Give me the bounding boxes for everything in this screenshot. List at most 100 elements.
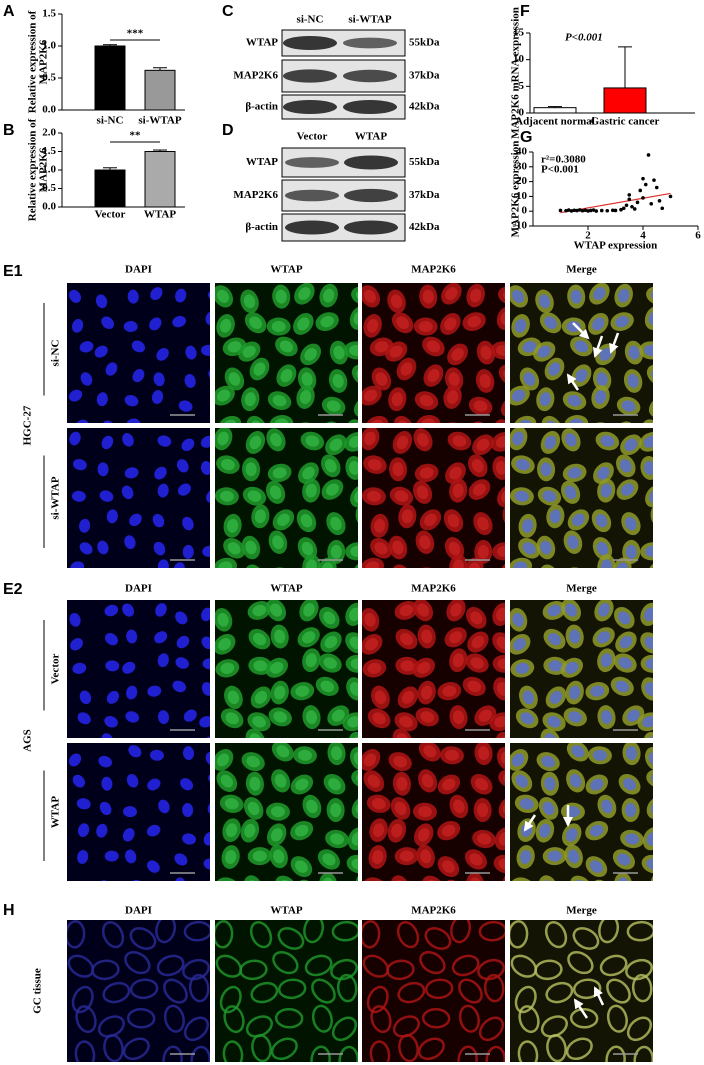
nucleus (121, 485, 134, 500)
cell (351, 769, 358, 788)
nucleus (513, 561, 528, 568)
gland (565, 1037, 593, 1061)
gland (103, 1033, 124, 1062)
nucleus (272, 535, 284, 550)
scatter-point (586, 209, 590, 213)
cell (246, 415, 267, 423)
nucleus (226, 823, 238, 838)
nucleus (181, 438, 195, 451)
nucleus (467, 315, 481, 328)
nucleus (301, 541, 314, 556)
nucleus (323, 288, 335, 303)
significance-label: ** (130, 130, 142, 142)
nucleus (625, 516, 637, 531)
nucleus (597, 631, 611, 644)
nucleus (649, 489, 653, 503)
gland (517, 1040, 539, 1062)
y-tick-label: 2.0 (42, 127, 56, 139)
nucleus (477, 833, 491, 845)
nucleus (147, 685, 162, 697)
nucleus (104, 604, 119, 617)
cell (319, 872, 338, 881)
gland (540, 1015, 568, 1038)
nucleus (104, 716, 118, 728)
cell (644, 746, 653, 771)
nucleus (537, 345, 551, 358)
gland (569, 1008, 599, 1029)
nucleus (323, 611, 336, 625)
scatter-point (654, 185, 659, 190)
channel-label: DAPI (125, 905, 152, 917)
nucleus (593, 883, 607, 899)
blot-band (343, 37, 397, 49)
nucleus (125, 711, 140, 723)
gland (274, 1008, 304, 1029)
nucleus (203, 858, 210, 870)
bar (144, 69, 176, 111)
nucleus (305, 559, 317, 568)
nucleus (568, 711, 583, 723)
channel-label: DAPI (125, 264, 152, 276)
nucleus (70, 561, 85, 568)
y-axis-label: Relative expression of (27, 118, 39, 221)
scatter-point (621, 206, 626, 211)
nucleus (150, 287, 163, 301)
nucleus (597, 466, 610, 480)
nucleus (450, 603, 462, 617)
nucleus (644, 636, 653, 650)
nucleus (252, 716, 266, 728)
nucleus (522, 518, 534, 533)
protein-label: MAP2K6 (233, 189, 278, 201)
gland (362, 920, 381, 949)
nucleus (122, 603, 135, 617)
cell (352, 562, 358, 568)
x-axis-label: WTAP expression (574, 240, 658, 252)
y-tick-label: 0.5 (42, 182, 56, 194)
gland (370, 1005, 392, 1034)
nucleus (424, 513, 437, 527)
channel-label: WTAP (270, 905, 302, 917)
nucleus (353, 311, 358, 326)
nucleus (393, 567, 409, 584)
nucleus (125, 849, 137, 864)
nucleus (349, 636, 358, 650)
nucleus (348, 460, 358, 475)
nucleus (227, 690, 240, 705)
nucleus (399, 604, 414, 617)
cell (644, 306, 653, 330)
nucleus (199, 716, 210, 728)
y-tick-label: 0.0 (42, 104, 56, 116)
nucleus (503, 566, 505, 568)
cell (351, 286, 358, 305)
nucleus (624, 438, 638, 451)
cell (443, 879, 462, 881)
nucleus (364, 612, 376, 627)
nucleus (330, 516, 342, 531)
nucleus (182, 544, 194, 559)
x-tick-label: si-WTAP (138, 115, 181, 127)
nucleus (304, 347, 317, 361)
nucleus (149, 317, 162, 331)
bar (94, 45, 126, 111)
nucleus (643, 460, 653, 475)
nucleus (245, 540, 257, 555)
cell (275, 875, 297, 881)
gland (457, 1045, 478, 1062)
x-tick-label: Adjacent normal (515, 116, 595, 128)
nucleus (513, 638, 526, 651)
scatter-point (668, 194, 673, 199)
nucleus (544, 733, 557, 738)
nucleus (246, 567, 262, 584)
nucleus (325, 483, 339, 496)
nucleus (565, 433, 577, 447)
nucleus (496, 607, 505, 622)
nucleus (76, 798, 91, 810)
scatter-point (632, 207, 637, 211)
nucleus (618, 288, 630, 303)
nucleus (515, 774, 529, 788)
nucleus (322, 853, 336, 866)
channel-label: Merge (566, 905, 597, 917)
nucleus (218, 561, 233, 568)
nucleus (351, 858, 358, 870)
nucleus (330, 803, 342, 818)
